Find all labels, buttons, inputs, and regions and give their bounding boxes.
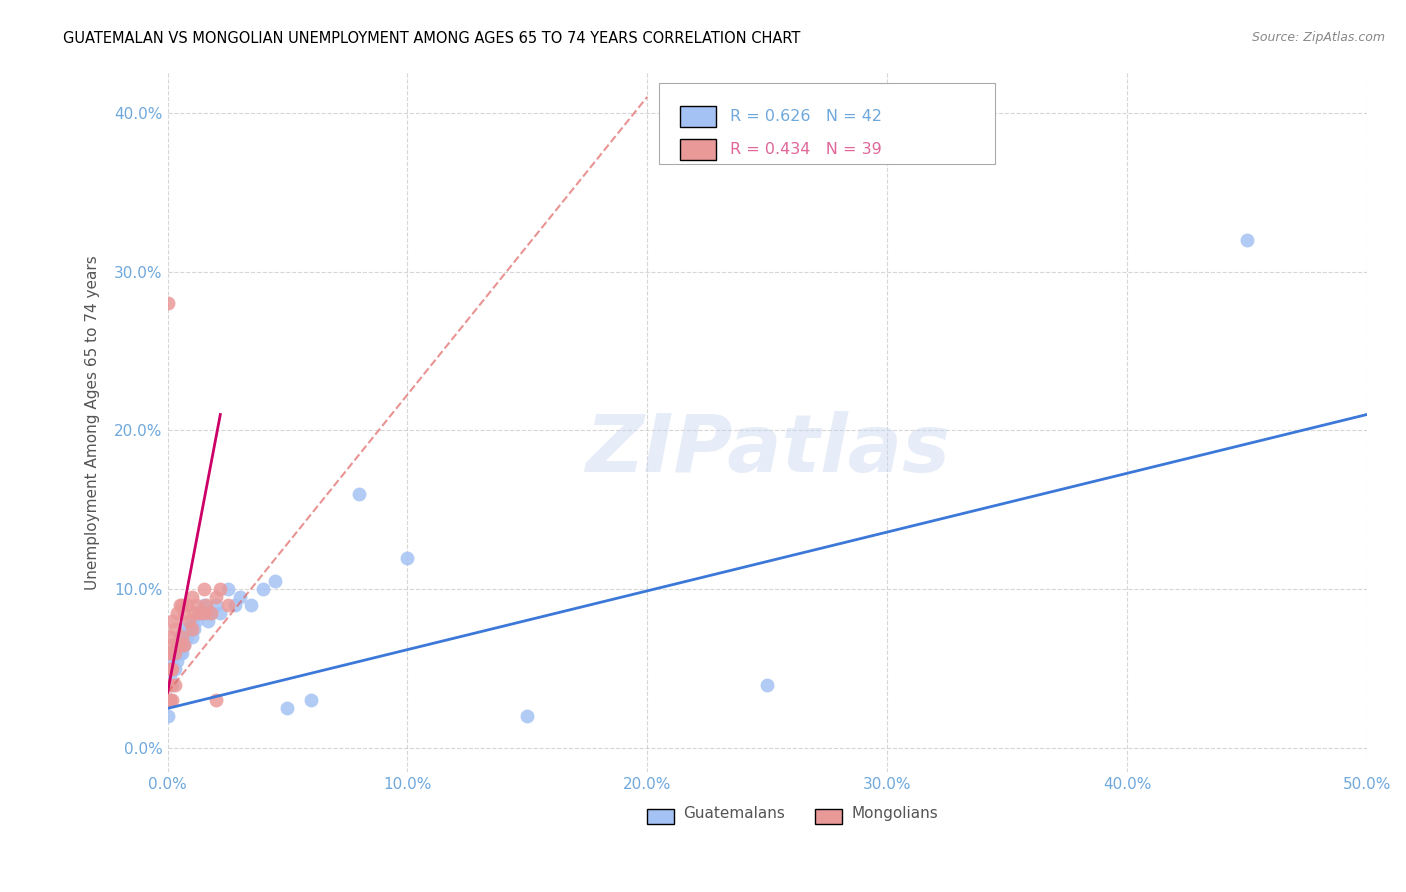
Point	[163, 646, 186, 660]
Point	[217, 598, 239, 612]
Point	[228, 591, 250, 605]
Text: R = 0.434   N = 39: R = 0.434 N = 39	[730, 142, 882, 157]
Point	[186, 598, 208, 612]
Point	[187, 606, 209, 620]
Point	[193, 606, 215, 620]
Point	[162, 662, 184, 676]
Point	[193, 598, 215, 612]
Point	[163, 646, 186, 660]
Text: ZIPatlas: ZIPatlas	[585, 411, 949, 490]
Text: Guatemalans: Guatemalans	[683, 806, 785, 822]
Point	[170, 630, 193, 644]
Point	[209, 582, 232, 597]
Point	[170, 630, 193, 644]
Point	[190, 606, 212, 620]
Point	[170, 646, 193, 660]
Point	[180, 622, 202, 636]
Point	[1236, 233, 1258, 247]
Point	[169, 638, 191, 652]
Point	[264, 574, 287, 589]
Point	[169, 646, 191, 660]
Point	[156, 693, 179, 707]
Y-axis label: Unemployment Among Ages 65 to 74 years: Unemployment Among Ages 65 to 74 years	[86, 255, 100, 590]
Point	[204, 591, 226, 605]
Point	[169, 598, 191, 612]
Point	[756, 677, 779, 691]
Point	[173, 638, 195, 652]
Point	[169, 630, 191, 644]
Point	[159, 662, 181, 676]
Point	[159, 693, 181, 707]
Text: GUATEMALAN VS MONGOLIAN UNEMPLOYMENT AMONG AGES 65 TO 74 YEARS CORRELATION CHART: GUATEMALAN VS MONGOLIAN UNEMPLOYMENT AMO…	[63, 31, 800, 46]
FancyBboxPatch shape	[815, 809, 842, 824]
Point	[183, 606, 205, 620]
FancyBboxPatch shape	[659, 84, 995, 164]
Point	[240, 598, 263, 612]
Point	[204, 693, 226, 707]
Point	[176, 630, 198, 644]
FancyBboxPatch shape	[679, 139, 716, 160]
Point	[396, 550, 419, 565]
Point	[156, 677, 179, 691]
Point	[180, 591, 202, 605]
Point	[183, 622, 205, 636]
Point	[187, 606, 209, 620]
Point	[179, 614, 201, 628]
FancyBboxPatch shape	[647, 809, 673, 824]
Point	[162, 638, 184, 652]
Point	[180, 630, 202, 644]
Point	[193, 582, 215, 597]
Text: R = 0.626   N = 42: R = 0.626 N = 42	[730, 109, 882, 124]
Point	[173, 638, 195, 652]
Point	[163, 677, 186, 691]
Point	[166, 638, 188, 652]
Point	[159, 630, 181, 644]
Point	[156, 709, 179, 723]
Text: Mongolians: Mongolians	[851, 806, 938, 822]
Point	[301, 693, 323, 707]
Point	[159, 693, 181, 707]
Point	[197, 614, 219, 628]
Text: Source: ZipAtlas.com: Source: ZipAtlas.com	[1251, 31, 1385, 45]
Point	[159, 670, 181, 684]
Point	[156, 646, 179, 660]
Point	[200, 606, 222, 620]
Point	[162, 677, 184, 691]
Point	[176, 598, 198, 612]
Point	[194, 606, 217, 620]
Point	[162, 693, 184, 707]
Point	[173, 622, 195, 636]
Point	[252, 582, 274, 597]
FancyBboxPatch shape	[679, 106, 716, 127]
Point	[156, 296, 179, 310]
Point	[159, 646, 181, 660]
Point	[163, 622, 186, 636]
Point	[163, 662, 186, 676]
Point	[179, 622, 201, 636]
Point	[180, 614, 202, 628]
Point	[276, 701, 298, 715]
Point	[209, 606, 232, 620]
Point	[186, 614, 208, 628]
Point	[204, 598, 226, 612]
Point	[173, 606, 195, 620]
Point	[200, 606, 222, 620]
Point	[166, 638, 188, 652]
Point	[170, 598, 193, 612]
Point	[224, 598, 246, 612]
Point	[162, 614, 184, 628]
Point	[516, 709, 538, 723]
Point	[194, 598, 217, 612]
Point	[162, 654, 184, 668]
Point	[166, 654, 188, 668]
Point	[349, 487, 371, 501]
Point	[217, 582, 239, 597]
Point	[166, 606, 188, 620]
Point	[159, 677, 181, 691]
